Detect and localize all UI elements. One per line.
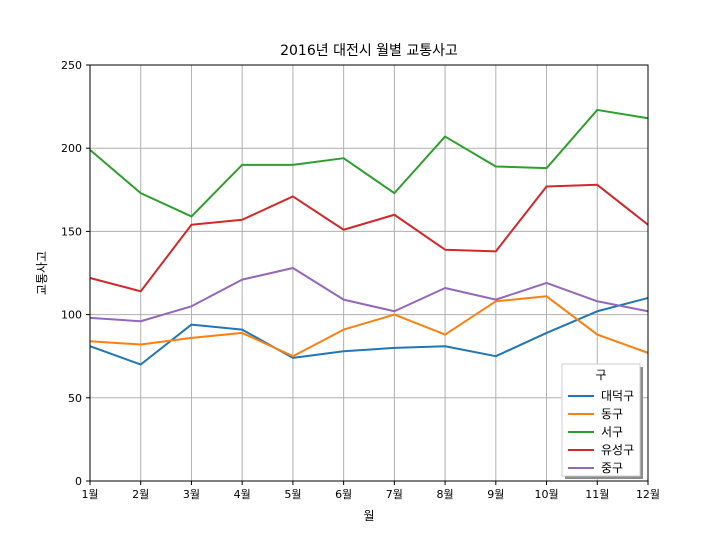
x-axis-label: 월: [363, 509, 374, 523]
x-tick-label: 5월: [284, 488, 301, 501]
x-tick-label: 12월: [636, 488, 660, 501]
x-tick-label: 4월: [234, 488, 251, 501]
y-tick-label: 100: [61, 309, 82, 322]
series-line-동구: [89, 295, 649, 358]
legend-label: 동구: [601, 407, 623, 421]
plot-frame: [89, 64, 649, 482]
x-tick-label: 6월: [335, 488, 352, 501]
x-tick-label: 7월: [386, 488, 403, 501]
legend-label: 유성구: [601, 443, 634, 457]
y-tick-label: 0: [75, 475, 82, 488]
x-tick-label: 2월: [132, 488, 149, 501]
series-line-대덕구: [89, 296, 649, 366]
y-tick-label: 200: [61, 142, 82, 155]
x-tick-label: 3월: [183, 488, 200, 501]
series-lines: [89, 108, 649, 366]
y-tick-label: 150: [61, 225, 82, 238]
x-tick-label: 11월: [585, 488, 609, 501]
x-tick-label: 9월: [487, 488, 504, 501]
legend-title: 구: [595, 368, 606, 382]
series-line-서구: [89, 108, 649, 218]
chart-title: 2016년 대전시 월별 교통사고: [280, 43, 458, 59]
x-tick-label: 1월: [81, 488, 98, 501]
legend-label: 대덕구: [601, 389, 634, 403]
legend-box: [561, 363, 641, 477]
axis-ticks: 1월 2월 3월 4월 5월 6월 7월 8월 9월 10월 11월 12월 0 50 100 150 200 2…: [61, 59, 660, 501]
series-line-중구: [89, 267, 649, 323]
y-tick-label: 250: [61, 59, 82, 72]
x-tick-label: 8월: [437, 488, 454, 501]
series-line-유성구: [89, 183, 649, 293]
legend-label: 중구: [601, 461, 623, 475]
y-axis-label: 교통사고: [35, 251, 49, 295]
y-tick-label: 50: [68, 392, 82, 405]
legend-label: 서구: [601, 425, 623, 439]
x-tick-label: 10월: [534, 488, 558, 501]
